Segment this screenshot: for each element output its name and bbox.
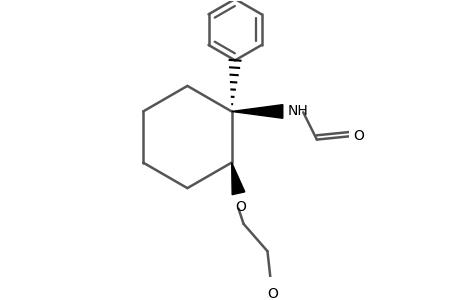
Text: O: O — [267, 287, 277, 300]
Text: NH: NH — [287, 103, 308, 118]
Text: O: O — [234, 200, 245, 214]
Polygon shape — [231, 163, 244, 195]
Polygon shape — [231, 105, 282, 118]
Text: O: O — [353, 129, 364, 143]
